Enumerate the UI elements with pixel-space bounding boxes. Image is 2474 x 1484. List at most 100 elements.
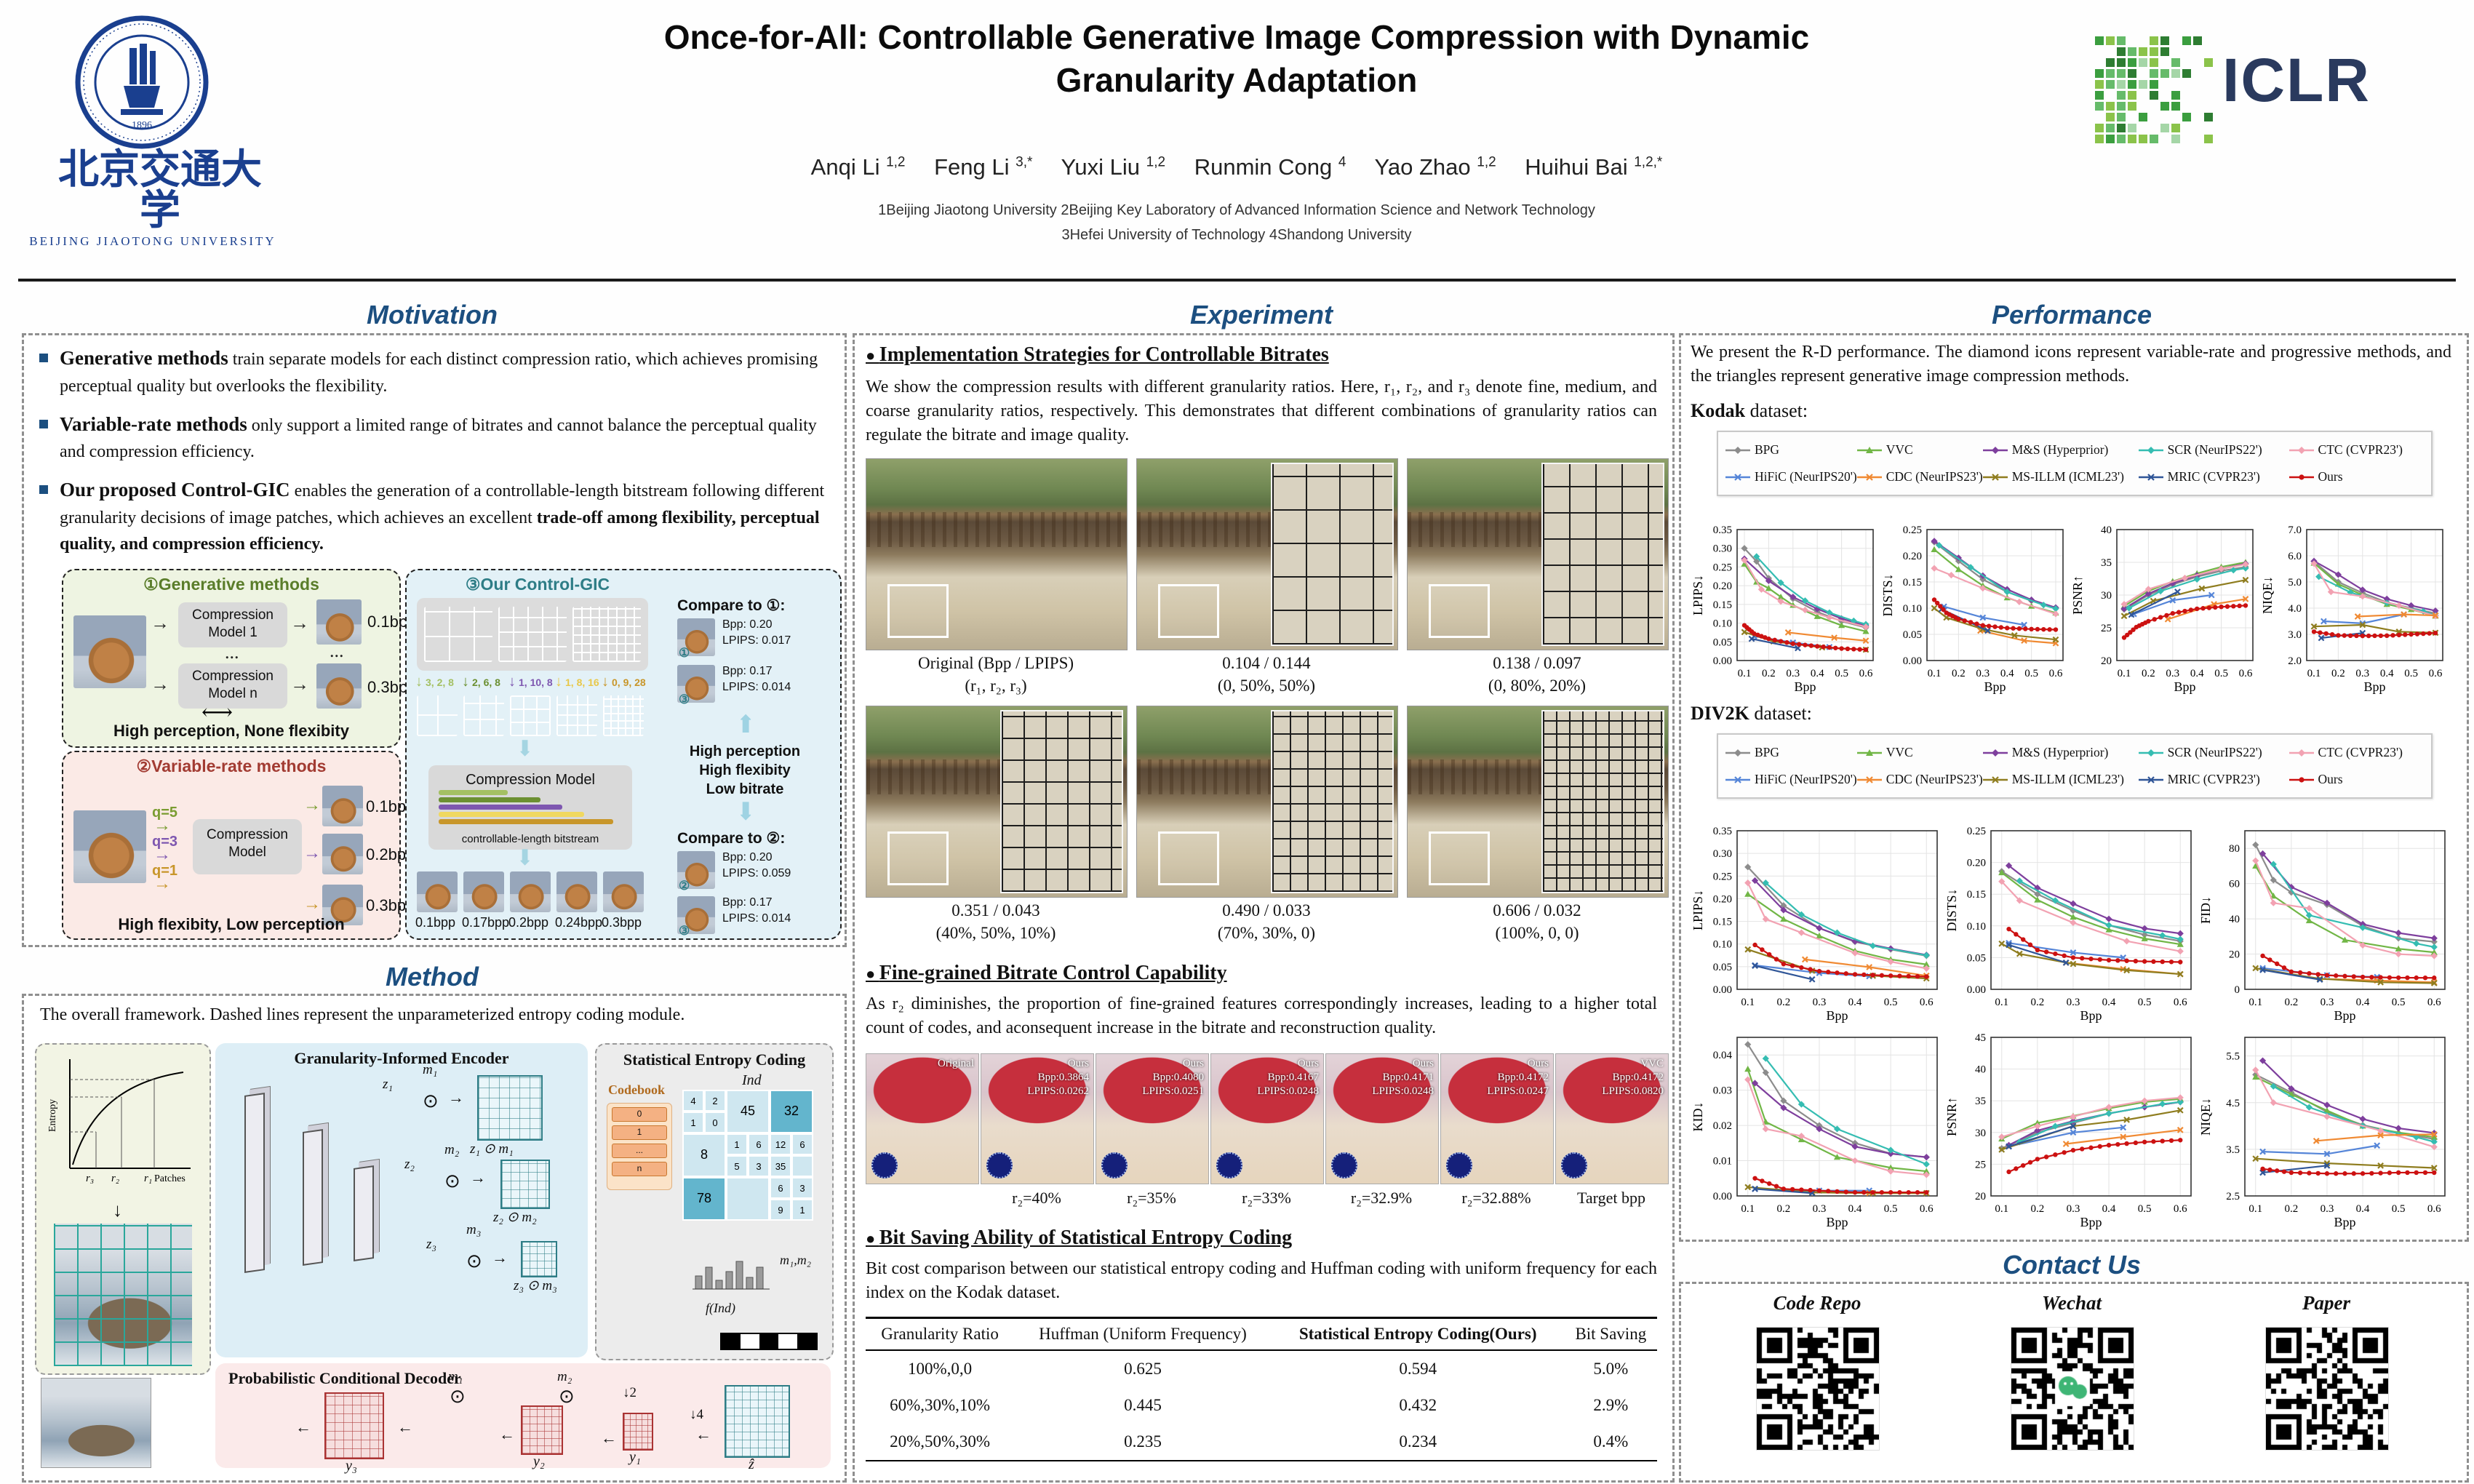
legend-item: SCR (NeurIPS22')	[2138, 745, 2289, 760]
svg-text:6: 6	[778, 1183, 783, 1194]
decoder-panel: Probabilistic Conditional Decoder m₁ ⊙ m₂ ⊙ ↓…	[215, 1363, 831, 1474]
granularity-grid-inset	[1541, 710, 1664, 893]
diagram-label: →	[290, 613, 309, 634]
legend-item: M&S (Hyperprior)	[1982, 442, 2139, 458]
code-map-dot	[1446, 1152, 1472, 1178]
image-caption: Original (Bpp / LPIPS) (r₁, r₂, r₃)	[917, 654, 1074, 695]
m-label: m₃	[466, 1222, 482, 1237]
svg-text:0.00: 0.00	[1713, 1191, 1732, 1202]
contact-content: Code Repo Wechat Paper	[1679, 1282, 2465, 1478]
compare-metrics: Bpp: 0.20 LPIPS: 0.059	[722, 851, 791, 879]
svg-text:0.5: 0.5	[2138, 1203, 2152, 1215]
svg-text:0.4: 0.4	[2190, 668, 2204, 679]
decoder-block	[725, 1385, 790, 1458]
m-label: m₂	[444, 1142, 460, 1157]
svg-text:35: 35	[775, 1161, 786, 1172]
control-gic-panel: ③Our Control-GIC ↓ 3, 2, 8 ↓ 2, 6, 8 ↓ 1, 10, …	[405, 569, 842, 940]
compare-thumb	[677, 851, 715, 889]
svg-text:40: 40	[1975, 1064, 1986, 1076]
diagram-label: 3, 2, 8	[426, 677, 454, 688]
diagram-label: →	[151, 613, 169, 634]
svg-text:0.4: 0.4	[2102, 997, 2116, 1008]
fine-heading: Fine-grained Bitrate Control Capability	[866, 962, 1227, 985]
f-ind-label: f(Ind)	[706, 1301, 735, 1315]
bjtu-calligraphy: 北京交通大学	[58, 148, 262, 234]
svg-text:DISTS↓: DISTS↓	[1944, 888, 1959, 931]
performance-content: We present the R-D performance. The diam…	[1679, 333, 2465, 1237]
legend-item: MS-ILLM (ICML23')	[1982, 469, 2139, 484]
svg-text:0.2: 0.2	[2284, 997, 2298, 1008]
decoder-title: Probabilistic Conditional Decoder	[228, 1369, 461, 1387]
code-map-dot	[871, 1152, 898, 1178]
svg-text:0.5: 0.5	[1835, 668, 1848, 679]
fox-image	[603, 871, 644, 912]
method-diagram: r₃ r₂ r₁ Entropy Patches ↓ Granularity-Informe…	[29, 1039, 837, 1474]
svg-text:0.00: 0.00	[1967, 984, 1986, 996]
svg-text:0.15: 0.15	[1967, 889, 1986, 901]
svg-text:9: 9	[778, 1205, 783, 1216]
svg-text:3.5: 3.5	[2226, 1144, 2240, 1156]
diagram-label: 1, 8, 16	[565, 677, 599, 688]
bitstream-bar	[439, 797, 540, 802]
method-caption: The overall framework. Dashed lines repr…	[40, 1005, 685, 1024]
svg-text:KID↓: KID↓	[1691, 1102, 1705, 1132]
diagram-label: 0.3bpp	[602, 915, 642, 930]
fox-image	[463, 695, 504, 736]
gridded-input-image	[54, 1224, 192, 1366]
encoder-layer	[244, 1093, 265, 1273]
image-metrics-overlay: VVC Bpp:0.4172 LPIPS:0.0820	[1602, 1058, 1664, 1097]
diagram-label: ↓	[462, 674, 469, 690]
rd-chart-DISTS: 0.1 0.2 0.3 0.4 0.5 0.6 0.00 0.05 0.10 0.15 0.20 0.…	[1944, 826, 2192, 1023]
svg-text:25: 25	[1975, 1159, 1986, 1170]
svg-text:5: 5	[734, 1161, 739, 1172]
diagram-label: ↓	[415, 674, 423, 690]
svg-text:0.4: 0.4	[2380, 668, 2394, 679]
rd-chart-PSNR: 0.1 0.2 0.3 0.4 0.5 0.6 20 25 30 35 40 Bpp PSNR↑	[2070, 524, 2254, 694]
svg-text:32: 32	[784, 1104, 799, 1118]
svg-text:0.05: 0.05	[1713, 962, 1732, 973]
svg-text:NIQE↓: NIQE↓	[2260, 576, 2275, 614]
compare-metrics: Bpp: 0.17 LPIPS: 0.014	[722, 665, 791, 693]
diagram-label: ...	[330, 640, 344, 661]
zoom-region-box	[887, 584, 949, 639]
zm-label: z₂ ⊙ m₂	[493, 1210, 537, 1225]
svg-text:Bpp: Bpp	[1794, 679, 1816, 694]
svg-text:4.5: 4.5	[2226, 1098, 2240, 1109]
legend-item: MRIC (CVPR23')	[2138, 469, 2289, 484]
compression-model-n-box: Compression Model n	[178, 663, 287, 709]
svg-text:80: 80	[2229, 843, 2240, 855]
svg-text:0.6: 0.6	[2174, 997, 2187, 1008]
svg-text:0.05: 0.05	[1967, 952, 1986, 964]
diagram-label: ⬇	[735, 799, 757, 826]
motivation-bullet: Generative methods train separate models…	[35, 343, 829, 399]
svg-text:0.6: 0.6	[2239, 668, 2253, 679]
diagram-label: →	[303, 844, 321, 863]
decoder-block	[324, 1392, 384, 1459]
bitstream-bar	[439, 805, 562, 810]
fox-image	[322, 885, 363, 925]
svg-text:45: 45	[1975, 1032, 1986, 1044]
decoder-odot-1: ⊙	[450, 1385, 466, 1407]
z-label: z₃	[426, 1237, 436, 1252]
svg-text:0.4: 0.4	[1811, 668, 1824, 679]
table-row: 20%,50%,30% 0.235 0.234 0.4%	[866, 1424, 1657, 1461]
diagram-label: 0.24bpp	[555, 915, 603, 930]
panel2-heading: ②Variable-rate methods	[136, 757, 327, 775]
decoder-block-label: y₁	[629, 1449, 641, 1465]
fine-grained-image: Ours Bpp:0.3864 LPIPS:0.0262	[981, 1053, 1094, 1184]
svg-text:0.4: 0.4	[1848, 1203, 1862, 1215]
svg-text:3.0: 3.0	[2288, 629, 2302, 641]
diagram-label: ↓	[508, 674, 516, 690]
svg-text:0.3: 0.3	[2321, 1203, 2334, 1215]
affiliation-line-2: 3Hefei University of Technology 4Shandon…	[1061, 227, 1412, 243]
author-name: Anqi Li 1,2	[810, 154, 906, 180]
sec-title: Statistical Entropy Coding	[623, 1050, 806, 1069]
diagram-label: 2, 6, 8	[472, 677, 500, 688]
svg-text:25: 25	[2101, 623, 2112, 634]
svg-text:0: 0	[712, 1117, 717, 1128]
svg-text:0.03: 0.03	[1713, 1085, 1732, 1097]
odot-multiply: ⊙	[444, 1170, 460, 1192]
compression-model-box: Compression Model	[193, 819, 302, 874]
image-caption: 0.606 / 0.032 (100%, 0, 0)	[1493, 901, 1581, 943]
arrow-left: ←	[695, 1425, 711, 1443]
